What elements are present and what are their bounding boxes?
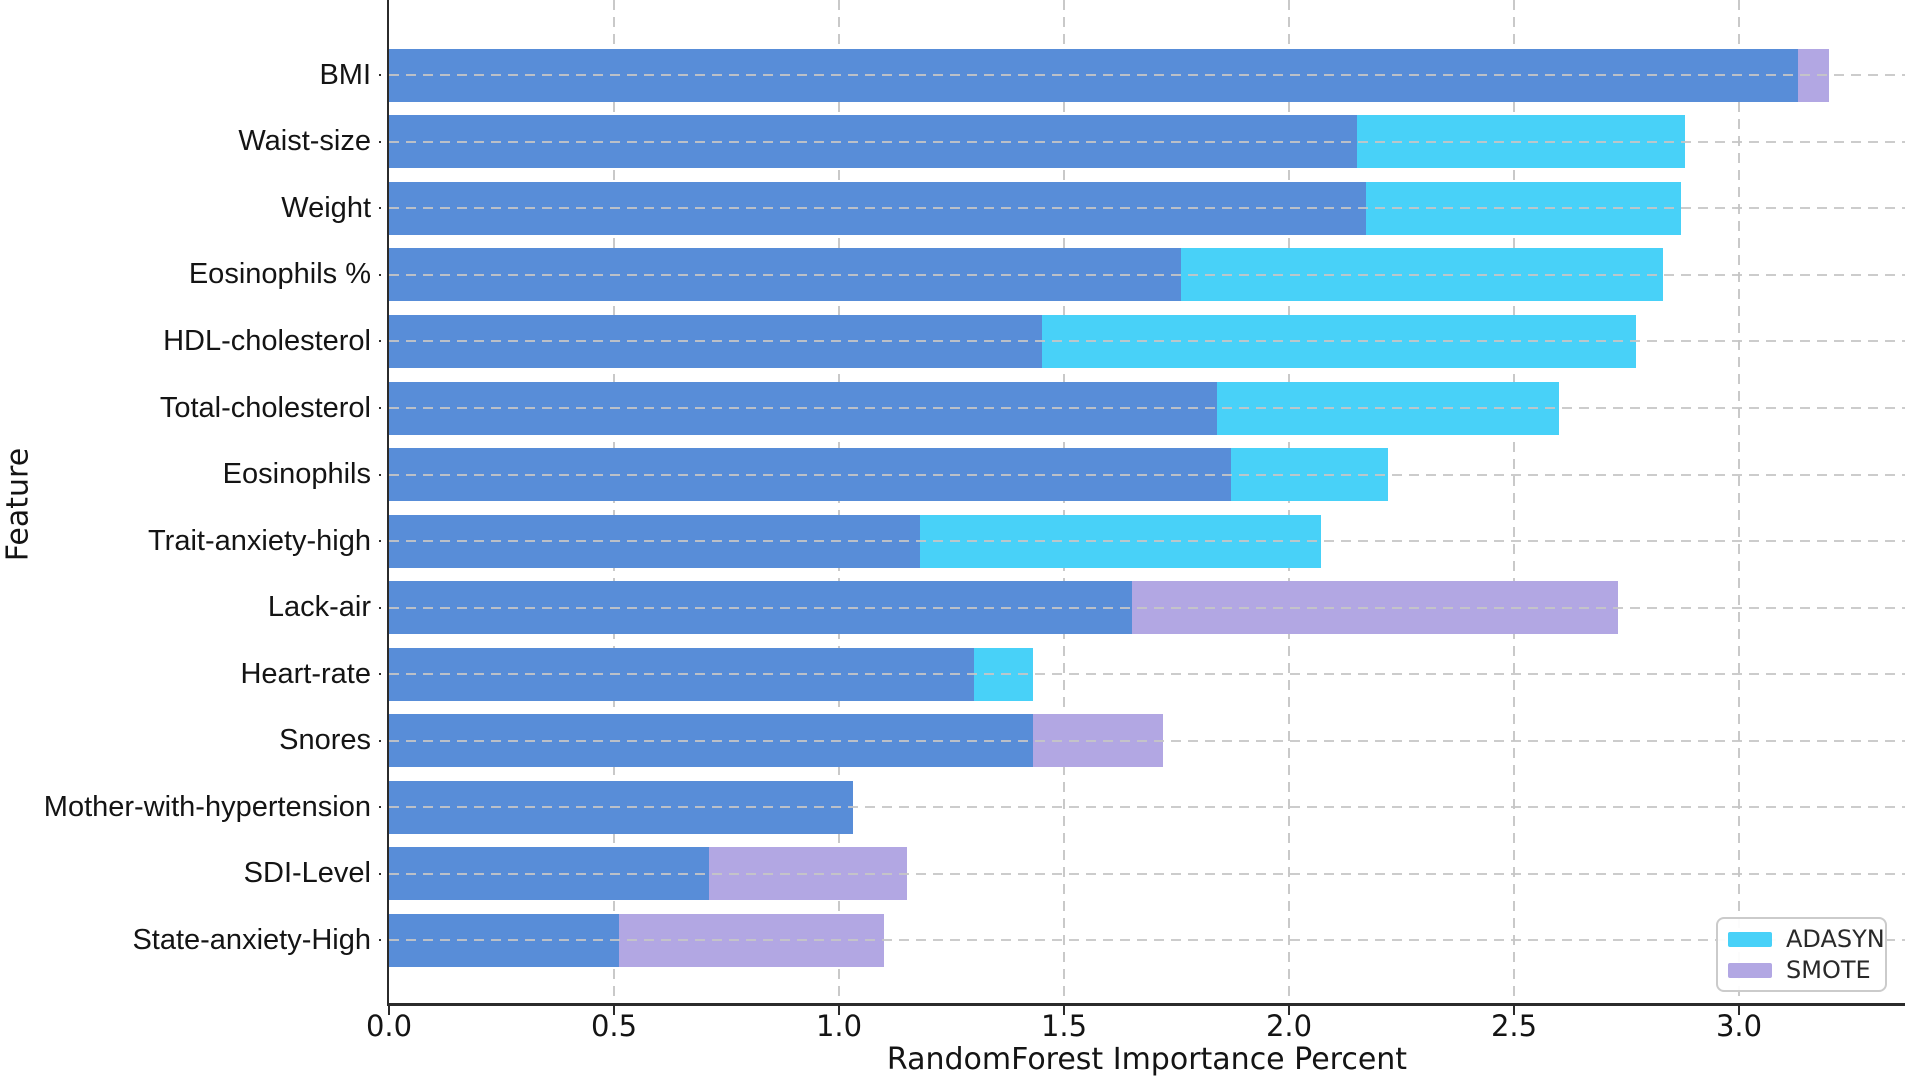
horizontal-gridline xyxy=(389,207,1905,210)
vertical-gridline xyxy=(1738,0,1740,1004)
x-tick-mark xyxy=(1063,1006,1065,1015)
legend-swatch-smote xyxy=(1728,962,1772,978)
y-tick-label: State-anxiety-High xyxy=(132,923,371,956)
y-tick-mark xyxy=(379,739,381,742)
y-tick-label: Waist-size xyxy=(238,125,371,158)
y-tick-label: BMI xyxy=(319,58,371,91)
y-tick-mark xyxy=(379,473,381,476)
y-tick-label: Snores xyxy=(279,724,371,757)
x-tick-mark xyxy=(1288,1006,1290,1015)
vertical-gridline xyxy=(838,0,840,1004)
horizontal-gridline xyxy=(389,673,1905,676)
legend-label: ADASYN xyxy=(1786,925,1885,953)
vertical-gridline xyxy=(1063,0,1065,1004)
horizontal-gridline xyxy=(389,939,1905,942)
x-tick-mark xyxy=(1513,1006,1515,1015)
horizontal-gridline xyxy=(389,74,1905,77)
horizontal-gridline xyxy=(389,140,1905,143)
x-tick-mark xyxy=(838,1006,840,1015)
x-tick-mark xyxy=(613,1006,615,1015)
y-tick-mark xyxy=(379,140,381,143)
y-tick-label: Lack-air xyxy=(267,591,371,624)
y-tick-mark xyxy=(379,606,381,609)
horizontal-gridline xyxy=(389,473,1905,476)
y-tick-mark xyxy=(379,540,381,543)
legend-swatch-adasyn xyxy=(1728,931,1772,947)
y-tick-label: Heart-rate xyxy=(240,657,371,690)
horizontal-gridline xyxy=(389,806,1905,809)
legend-entry: ADASYN xyxy=(1728,927,1885,951)
legend-entry: SMOTE xyxy=(1728,958,1875,982)
y-tick-mark xyxy=(379,939,381,942)
y-tick-mark xyxy=(379,673,381,676)
y-tick-label: Eosinophils xyxy=(222,458,371,491)
y-tick-label: SDI-Level xyxy=(243,857,371,890)
y-tick-mark xyxy=(379,74,381,77)
y-tick-label: Eosinophils % xyxy=(188,258,371,291)
y-tick-mark xyxy=(379,340,381,343)
horizontal-gridline xyxy=(389,606,1905,609)
horizontal-gridline xyxy=(389,540,1905,543)
x-axis-title: RandomForest Importance Percent xyxy=(886,1042,1408,1077)
horizontal-gridline xyxy=(389,273,1905,276)
x-tick-mark xyxy=(388,1006,390,1015)
y-tick-label: Trait-anxiety-high xyxy=(148,524,371,557)
y-tick-label: Mother-with-hypertension xyxy=(43,790,371,823)
y-tick-mark xyxy=(379,806,381,809)
y-tick-mark xyxy=(379,872,381,875)
x-tick-mark xyxy=(1738,1006,1740,1015)
vertical-gridline xyxy=(1288,0,1290,1004)
x-axis-spine xyxy=(387,1003,1905,1006)
horizontal-gridline xyxy=(389,872,1905,875)
y-tick-label: Total-cholesterol xyxy=(159,391,371,424)
y-tick-mark xyxy=(379,273,381,276)
horizontal-gridline xyxy=(389,340,1905,343)
horizontal-gridline xyxy=(389,739,1905,742)
vertical-gridline xyxy=(1513,0,1515,1004)
legend-label: SMOTE xyxy=(1786,956,1871,984)
y-tick-label: HDL-cholesterol xyxy=(163,324,371,357)
horizontal-gridline xyxy=(389,407,1905,410)
y-tick-label: Weight xyxy=(281,191,371,224)
vertical-gridline xyxy=(613,0,615,1004)
y-tick-mark xyxy=(379,407,381,410)
y-axis-spine xyxy=(387,0,389,1006)
legend: ADASYN SMOTE xyxy=(1716,917,1887,992)
chart-plot-area xyxy=(389,0,1905,1004)
y-tick-mark xyxy=(379,207,381,210)
